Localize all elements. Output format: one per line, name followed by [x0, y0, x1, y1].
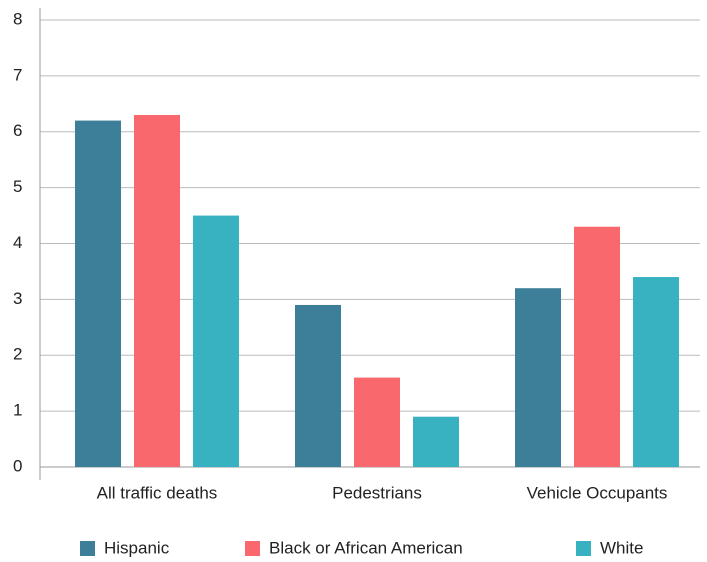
- legend-swatch: [80, 541, 95, 556]
- bar: [354, 377, 400, 467]
- bar: [574, 226, 620, 467]
- bar: [134, 114, 180, 468]
- y-tick-label: 7: [13, 65, 22, 84]
- legend-label: White: [600, 538, 643, 557]
- bar: [413, 416, 459, 467]
- x-tick-label: Vehicle Occupants: [527, 483, 668, 502]
- y-tick-label: 5: [13, 177, 22, 196]
- y-tick-label: 0: [13, 456, 22, 475]
- legend-label: Hispanic: [104, 538, 170, 557]
- y-tick-label: 8: [13, 9, 22, 28]
- y-tick-label: 3: [13, 289, 22, 308]
- y-tick-label: 2: [13, 345, 22, 364]
- bar: [633, 277, 679, 467]
- legend-label: Black or African American: [269, 538, 463, 557]
- bar: [75, 120, 121, 467]
- y-tick-label: 6: [13, 121, 22, 140]
- y-tick-label: 1: [13, 401, 22, 420]
- x-tick-label: All traffic deaths: [97, 483, 218, 502]
- x-tick-label: Pedestrians: [332, 483, 422, 502]
- bar: [515, 288, 561, 467]
- y-tick-label: 4: [13, 233, 22, 252]
- bar: [193, 215, 239, 467]
- legend-swatch: [245, 541, 260, 556]
- bar: [295, 304, 341, 467]
- legend-swatch: [576, 541, 591, 556]
